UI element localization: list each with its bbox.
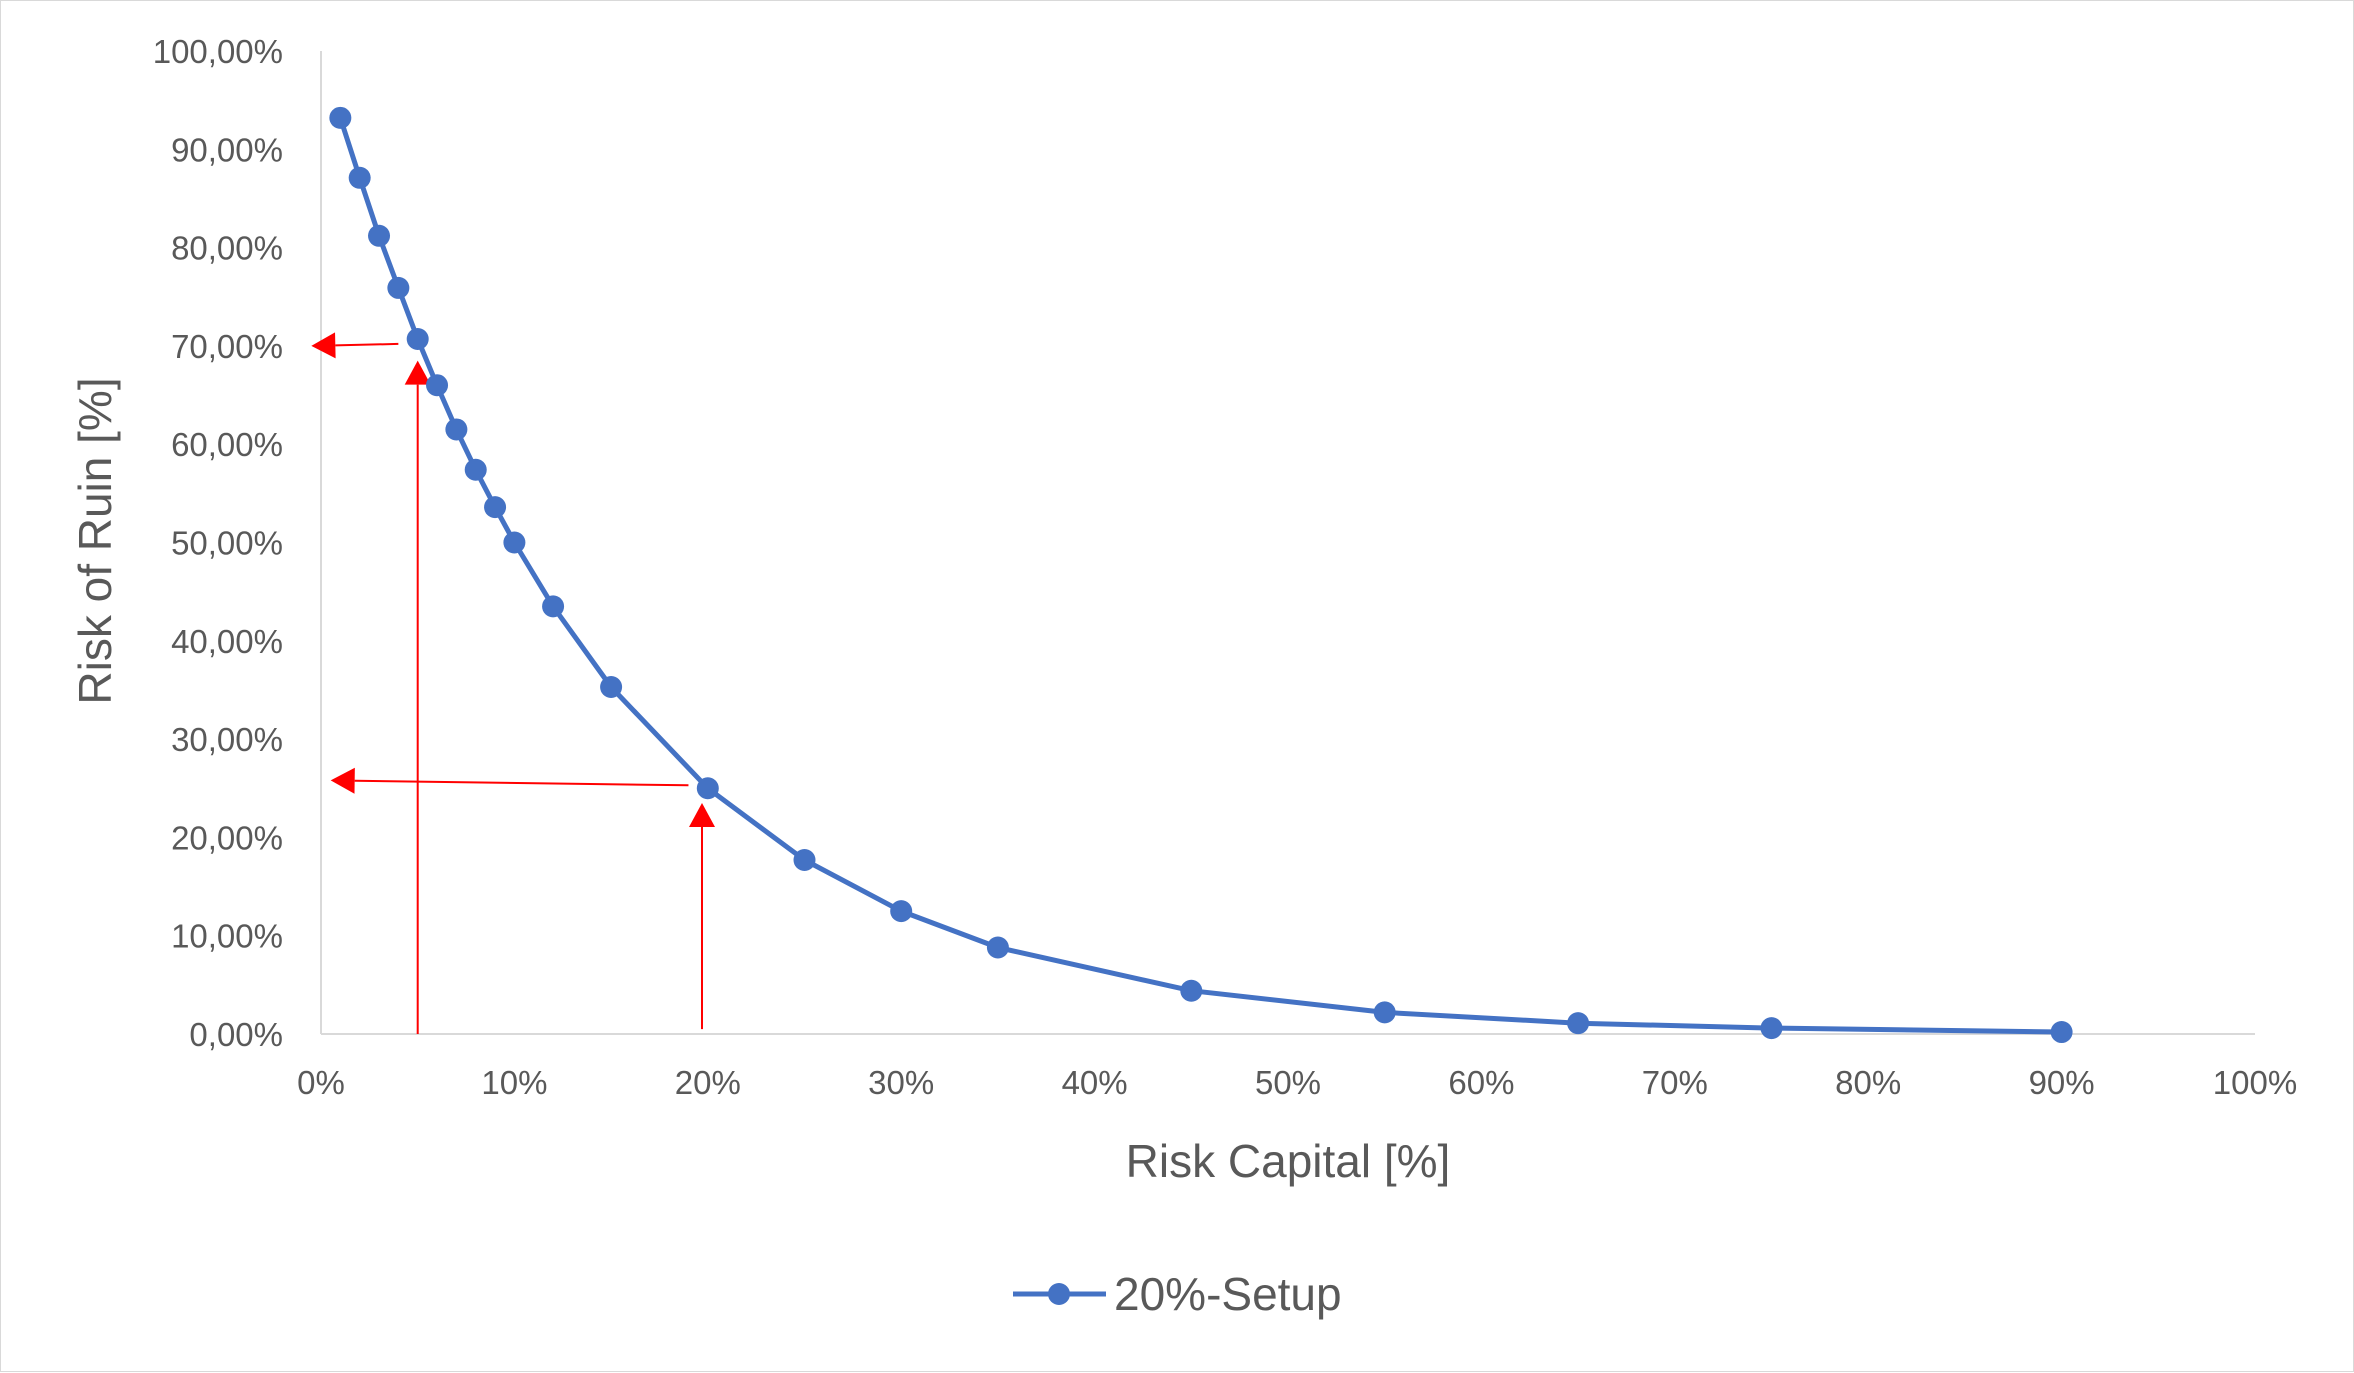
data-point — [426, 374, 449, 397]
x-tick-label: 100% — [2213, 1064, 2297, 1101]
y-tick-label: 100,00% — [153, 33, 283, 70]
x-tick-label: 30% — [868, 1064, 934, 1101]
data-point — [329, 106, 352, 129]
annotation-arrow-head — [330, 767, 355, 794]
data-point — [368, 224, 391, 247]
x-tick-label: 50% — [1255, 1064, 1321, 1101]
y-tick-label: 90,00% — [171, 131, 283, 168]
annotation-arrow-head — [688, 802, 715, 827]
y-tick-label: 20,00% — [171, 819, 283, 856]
data-point — [1373, 1001, 1396, 1024]
legend-marker-swatch — [1048, 1283, 1070, 1305]
data-point — [1567, 1012, 1590, 1035]
y-tick-label: 70,00% — [171, 328, 283, 365]
x-tick-label: 60% — [1448, 1064, 1514, 1101]
data-point — [348, 166, 371, 189]
annotation-arrow-shaft — [335, 342, 399, 347]
annotation-arrows — [311, 332, 715, 1034]
axes: 0,00% 10,00% 20,00% 30,00% 40,00% 50,00% 60,00… — [153, 33, 2297, 1101]
data-point — [1760, 1017, 1783, 1040]
x-tick-label: 40% — [1062, 1064, 1128, 1101]
data-point — [696, 777, 719, 800]
x-tick-label: 10% — [481, 1064, 547, 1101]
annotation-arrow-head — [404, 360, 431, 385]
x-axis-title: Risk Capital [%] — [1126, 1135, 1451, 1187]
data-point — [387, 276, 410, 299]
data-point — [2050, 1021, 2073, 1044]
data-point — [986, 936, 1009, 959]
y-tick-label: 80,00% — [171, 230, 283, 267]
data-point — [600, 676, 623, 699]
x-tick-label: 80% — [1835, 1064, 1901, 1101]
y-axis-title: Risk of Ruin [%] — [69, 377, 121, 704]
y-tick-label: 40,00% — [171, 623, 283, 660]
data-point — [484, 496, 507, 519]
legend: 20%-Setup — [1013, 1268, 1342, 1320]
data-point — [445, 418, 468, 441]
annotation-arrow-shaft — [354, 779, 689, 787]
y-tick-label: 0,00% — [189, 1016, 283, 1053]
legend-label: 20%-Setup — [1114, 1268, 1342, 1320]
data-point — [406, 328, 429, 351]
x-tick-label: 20% — [675, 1064, 741, 1101]
x-tick-label: 90% — [2029, 1064, 2095, 1101]
data-point — [1180, 979, 1203, 1002]
annotation-arrow-head — [311, 332, 336, 359]
y-tick-label: 30,00% — [171, 721, 283, 758]
data-point — [503, 531, 526, 554]
x-tick-label: 0% — [297, 1064, 345, 1101]
x-tick-label: 70% — [1642, 1064, 1708, 1101]
series-line — [337, 117, 2062, 1035]
y-tick-label: 60,00% — [171, 426, 283, 463]
data-point — [464, 458, 487, 481]
y-tick-label: 50,00% — [171, 525, 283, 562]
data-point — [890, 900, 913, 923]
y-tick-label: 10,00% — [171, 918, 283, 955]
data-point — [542, 595, 565, 618]
data-point — [793, 849, 816, 872]
series-20-setup — [329, 106, 2073, 1044]
